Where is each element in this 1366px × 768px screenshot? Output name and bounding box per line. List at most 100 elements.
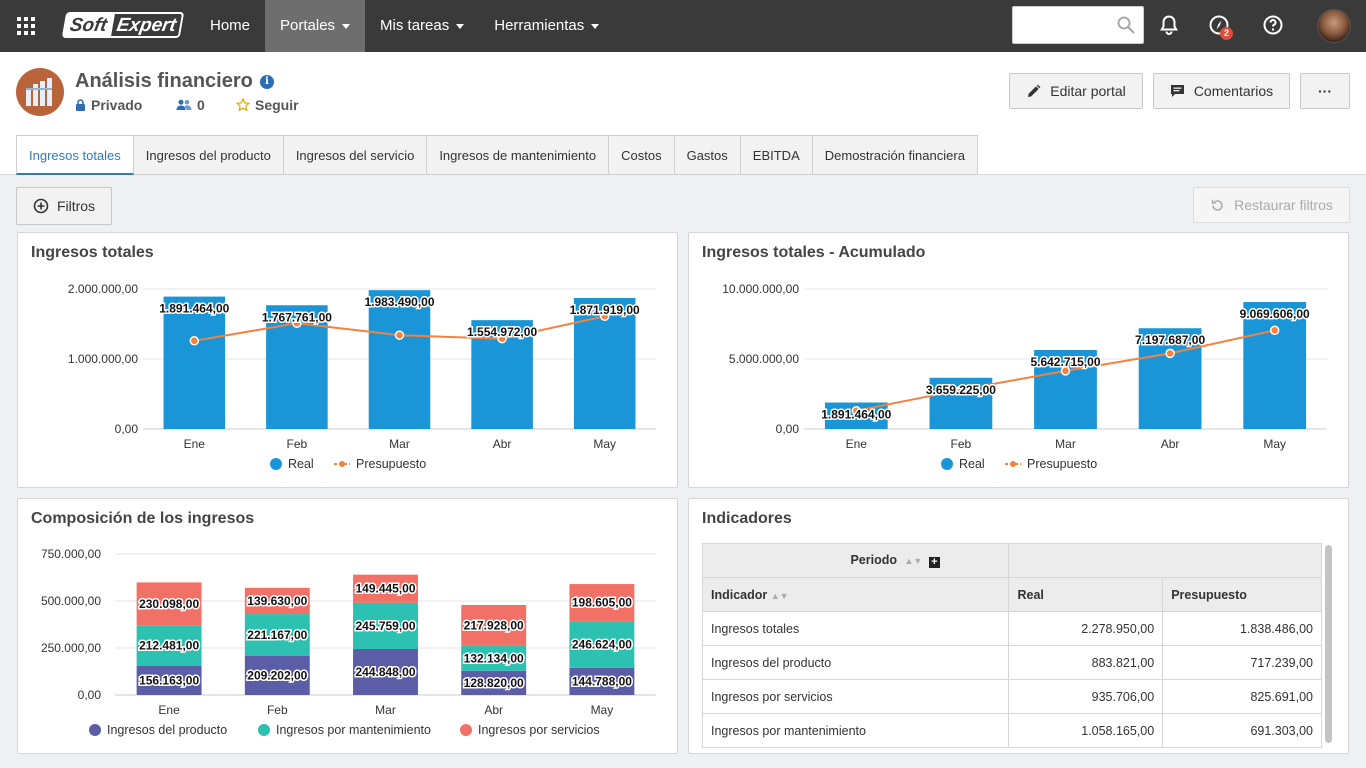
- real-column-header[interactable]: Real: [1008, 577, 1164, 612]
- nav-herramientas[interactable]: Herramientas: [479, 0, 614, 52]
- tab-ingresos-mantenimiento[interactable]: Ingresos de mantenimiento: [427, 135, 610, 175]
- budget-value: 825.691,00: [1162, 679, 1322, 714]
- tab-ebitda[interactable]: EBITDA: [740, 135, 813, 175]
- bar-real: [1138, 328, 1202, 429]
- y-tick-label: 750.000,00: [41, 547, 101, 561]
- members-count[interactable]: 0: [176, 97, 205, 113]
- x-tick-label: Ene: [158, 703, 180, 717]
- y-tick-label: 0,00: [776, 422, 800, 436]
- budget-point: [1165, 348, 1175, 359]
- legend-budget-dot: [1010, 461, 1016, 467]
- y-tick-label: 1.000.000,00: [68, 352, 138, 366]
- segment-value-label: 217.928,00: [464, 618, 524, 632]
- indicator-column-header[interactable]: Indicador ▲▼: [701, 577, 1010, 612]
- stacked-bar-segment: [136, 582, 202, 626]
- segment-value-label: 198.605,00: [572, 596, 632, 610]
- bar-value-label: 7.197.687,00: [1135, 333, 1205, 347]
- table-scrollbar[interactable]: [1325, 545, 1332, 743]
- panel-ingresos-acumulado: Ingresos totales - Acumulado 0,00 5.000.0…: [688, 232, 1349, 488]
- x-tick-label: Mar: [375, 703, 396, 717]
- legend-marker: [89, 724, 101, 736]
- bar-value-label: 1.983.490,00: [364, 295, 434, 309]
- chevron-down-icon: [342, 23, 351, 29]
- bar-value-label: 5.642.715,00: [1030, 355, 1100, 369]
- x-tick-label: May: [1263, 437, 1286, 451]
- user-avatar[interactable]: [1317, 9, 1351, 43]
- real-value: 883.821,00: [1008, 645, 1164, 680]
- comments-label: Comentarios: [1193, 83, 1274, 99]
- tab-costos[interactable]: Costos: [609, 135, 675, 175]
- y-tick-label: 250.000,00: [41, 641, 101, 655]
- stacked-bar-segment: [244, 587, 310, 615]
- table-row: Ingresos por servicios 935.706,00 825.69…: [701, 679, 1322, 714]
- budget-point: [189, 336, 200, 346]
- stacked-bar-segment: [244, 614, 310, 656]
- table-row: Ingresos del producto 883.821,00 717.239…: [701, 645, 1322, 680]
- nav-mis-tareas[interactable]: Mis tareas: [365, 0, 479, 52]
- bell-icon[interactable]: [1157, 13, 1181, 37]
- bar-value-label: 1.554.972,00: [467, 325, 537, 339]
- tab-ingresos-totales[interactable]: Ingresos totales: [16, 135, 134, 175]
- stacked-bar-segment: [569, 667, 635, 695]
- search-icon[interactable]: [1117, 16, 1135, 34]
- tab-demostracion-financiera[interactable]: Demostración financiera: [812, 135, 978, 175]
- table-row: Ingresos totales 2.278.950,00 1.838.486,…: [701, 611, 1322, 646]
- budget-column-header[interactable]: Presupuesto: [1162, 577, 1322, 612]
- softexpert-logo[interactable]: Soft Expert: [61, 12, 185, 38]
- portal-chart-icon: [16, 68, 64, 116]
- x-tick-label: Mar: [1055, 437, 1076, 451]
- bar-real: [1034, 350, 1097, 429]
- portal-header: Análisis financiero i Privado 0 Seguir E…: [0, 52, 1366, 175]
- nav-portales[interactable]: Portales: [265, 0, 366, 52]
- segment-value-label: 132.134,00: [464, 651, 524, 665]
- search-input[interactable]: [1013, 7, 1113, 43]
- star-icon: [236, 98, 250, 112]
- period-header[interactable]: Periodo ▲▼ +: [850, 553, 1008, 568]
- period-header-cell: Periodo ▲▼ +: [701, 543, 1010, 578]
- x-tick-label: Feb: [267, 703, 288, 717]
- stacked-bar-segment: [461, 670, 527, 695]
- legend-real-label: Real: [959, 457, 985, 471]
- y-tick-label: 10.000.000,00: [722, 282, 799, 296]
- budget-point: [292, 318, 302, 329]
- expand-plus-icon[interactable]: +: [928, 557, 940, 568]
- segment-value-label: 144.788,00: [572, 674, 632, 688]
- lock-icon: [76, 99, 85, 111]
- indicators-table: Periodo ▲▼ + Indicador ▲▼ Real Presupues…: [701, 543, 1322, 748]
- info-icon[interactable]: i: [260, 75, 274, 89]
- app-grid-icon[interactable]: [17, 17, 35, 35]
- y-tick-label: 5.000.000,00: [729, 352, 799, 366]
- sort-icon[interactable]: ▲▼: [904, 556, 923, 566]
- bar-value-label: 3.659.225,00: [926, 383, 996, 397]
- restore-filters-button[interactable]: Restaurar filtros: [1193, 187, 1350, 223]
- filters-button[interactable]: Filtros: [16, 187, 112, 225]
- tab-ingresos-servicio[interactable]: Ingresos del servicio: [283, 135, 428, 175]
- budget-point: [394, 330, 405, 340]
- bar-value-label: 1.891.464,00: [159, 302, 229, 316]
- chart-title: Ingresos totales - Acumulado: [702, 244, 926, 261]
- help-icon[interactable]: [1261, 13, 1285, 37]
- chevron-down-icon: [591, 23, 600, 29]
- sort-icon[interactable]: ▲▼: [770, 590, 789, 601]
- legend-real-marker: [270, 458, 282, 470]
- segment-value-label: 209.202,00: [247, 668, 307, 682]
- legend-real-label: Real: [288, 457, 314, 471]
- legend-budget-label: Presupuesto: [356, 457, 426, 471]
- indicator-name: Ingresos por mantenimiento: [701, 713, 1010, 748]
- edit-portal-button[interactable]: Editar portal: [1009, 73, 1143, 109]
- nav-home[interactable]: Home: [195, 0, 265, 52]
- x-tick-label: Ene: [184, 437, 206, 451]
- follow-button[interactable]: Seguir: [236, 97, 299, 113]
- stacked-bar-segment: [136, 625, 202, 666]
- comments-button[interactable]: Comentarios: [1153, 73, 1290, 109]
- bar-real: [1243, 302, 1307, 429]
- more-options-button[interactable]: ···: [1300, 73, 1350, 109]
- tab-gastos[interactable]: Gastos: [674, 135, 741, 175]
- legend-budget-dot: [339, 461, 345, 467]
- legend-label: Ingresos por servicios: [478, 723, 600, 737]
- compass-icon[interactable]: [1207, 13, 1231, 37]
- tab-ingresos-producto[interactable]: Ingresos del producto: [133, 135, 284, 175]
- logo-text-expert: Expert: [110, 12, 185, 38]
- indicators-title: Indicadores: [702, 510, 792, 527]
- users-icon: [176, 99, 192, 110]
